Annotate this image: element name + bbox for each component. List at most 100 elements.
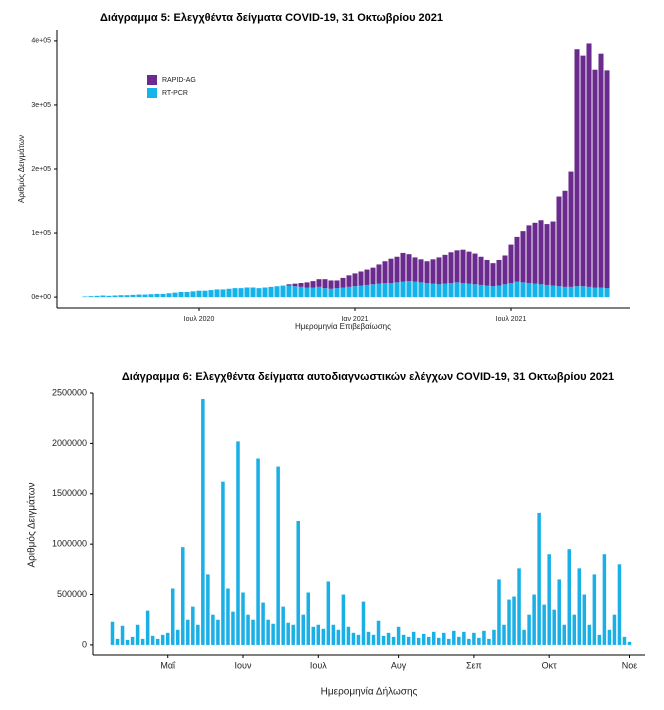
bar bbox=[191, 606, 195, 645]
bar-segment bbox=[460, 283, 466, 298]
bar-segment bbox=[148, 294, 154, 298]
bar bbox=[351, 632, 356, 645]
bar-segment bbox=[328, 280, 334, 289]
bar-segment bbox=[370, 267, 376, 285]
bar bbox=[145, 610, 150, 645]
bar bbox=[472, 632, 476, 645]
bar-segment bbox=[358, 271, 364, 286]
y-tick-label: 1000000 bbox=[52, 539, 87, 549]
bar-segment bbox=[400, 281, 406, 298]
bar bbox=[251, 619, 255, 645]
bar-segment bbox=[580, 286, 586, 298]
bar bbox=[130, 636, 135, 645]
bar bbox=[110, 621, 115, 645]
bar-segment bbox=[310, 287, 316, 298]
bar bbox=[477, 637, 481, 645]
bar-segment bbox=[472, 284, 478, 298]
bar-segment bbox=[208, 290, 214, 298]
y-tick-label: 3e+05 bbox=[31, 102, 51, 109]
bar-segment bbox=[262, 287, 268, 298]
bar-segment bbox=[406, 281, 412, 298]
bar-segment bbox=[538, 220, 544, 285]
bar-segment bbox=[298, 286, 304, 298]
bar bbox=[231, 611, 235, 645]
bar-segment bbox=[544, 224, 550, 285]
bar-segment bbox=[544, 284, 550, 298]
bar-segment bbox=[532, 222, 538, 284]
bar-segment bbox=[376, 283, 382, 298]
bar bbox=[607, 629, 612, 645]
bar-segment bbox=[106, 295, 112, 298]
bar bbox=[431, 631, 436, 645]
bar bbox=[562, 624, 566, 645]
bar-segment bbox=[418, 282, 424, 298]
y-tick-label: 1500000 bbox=[52, 488, 87, 498]
bar bbox=[532, 594, 536, 645]
bar bbox=[552, 609, 556, 645]
bar-segment bbox=[568, 171, 574, 287]
x-tick-label: Νοε bbox=[622, 660, 638, 670]
bar bbox=[226, 588, 230, 645]
bar-segment bbox=[190, 291, 196, 298]
bar-segment bbox=[412, 281, 418, 298]
x-tick-label: Ιουλ 2021 bbox=[496, 316, 527, 323]
bar-segment bbox=[268, 286, 274, 298]
bar bbox=[281, 606, 285, 645]
bar bbox=[140, 638, 145, 645]
bar-segment bbox=[586, 286, 592, 298]
bar-segment bbox=[604, 288, 610, 298]
bar bbox=[602, 554, 607, 645]
bar-segment bbox=[532, 283, 538, 298]
bar bbox=[236, 441, 240, 645]
bar bbox=[442, 632, 446, 645]
bar bbox=[627, 641, 632, 645]
bar-segment bbox=[442, 283, 448, 298]
bar-segment bbox=[412, 257, 418, 282]
bar bbox=[176, 629, 180, 645]
y-axis-label: Αριθμός Δειγμάτων bbox=[26, 482, 38, 567]
bar bbox=[437, 637, 441, 645]
x-tick-label: Σεπ bbox=[466, 660, 482, 670]
bar-segment bbox=[292, 286, 298, 298]
legend-label: RAPID-AG bbox=[162, 77, 196, 84]
bar-segment bbox=[496, 285, 502, 298]
bar-segment bbox=[172, 292, 178, 298]
x-tick-label: Οκτ bbox=[542, 660, 558, 670]
bar-segment bbox=[100, 295, 106, 298]
bar-segment bbox=[160, 293, 166, 298]
bar bbox=[296, 520, 300, 645]
bar bbox=[467, 638, 471, 645]
chart-title: Διάγραμμα 6: Ελεγχθέντα δείγματα αυτοδια… bbox=[122, 371, 614, 383]
bar-segment bbox=[202, 290, 208, 298]
bar-segment bbox=[382, 283, 388, 298]
bar bbox=[557, 579, 561, 645]
bar-segment bbox=[328, 288, 334, 298]
bar bbox=[271, 623, 275, 645]
bar bbox=[150, 635, 155, 645]
bar-segment bbox=[466, 251, 472, 284]
bar-segment bbox=[352, 286, 358, 298]
x-tick-label: Ιουν bbox=[235, 660, 252, 670]
bar-segment bbox=[352, 273, 358, 287]
bar-segment bbox=[430, 283, 436, 298]
bar-segment bbox=[316, 286, 322, 298]
bar bbox=[181, 547, 185, 645]
bar bbox=[276, 466, 280, 645]
bar-segment bbox=[118, 295, 124, 298]
bar-segment bbox=[598, 287, 604, 298]
bar-segment bbox=[490, 286, 496, 298]
bar-segment bbox=[94, 295, 100, 298]
bar-segment bbox=[490, 263, 496, 287]
bar bbox=[321, 628, 326, 645]
bar-segment bbox=[166, 293, 172, 298]
bar bbox=[286, 622, 290, 645]
bar-segment bbox=[226, 288, 232, 298]
bar bbox=[502, 624, 506, 645]
bar-segment bbox=[448, 283, 454, 298]
x-tick-label: Μαΐ bbox=[160, 660, 176, 670]
bar-segment bbox=[280, 285, 286, 298]
y-tick-label: 2e+05 bbox=[31, 166, 51, 173]
bar-segment bbox=[256, 288, 262, 298]
